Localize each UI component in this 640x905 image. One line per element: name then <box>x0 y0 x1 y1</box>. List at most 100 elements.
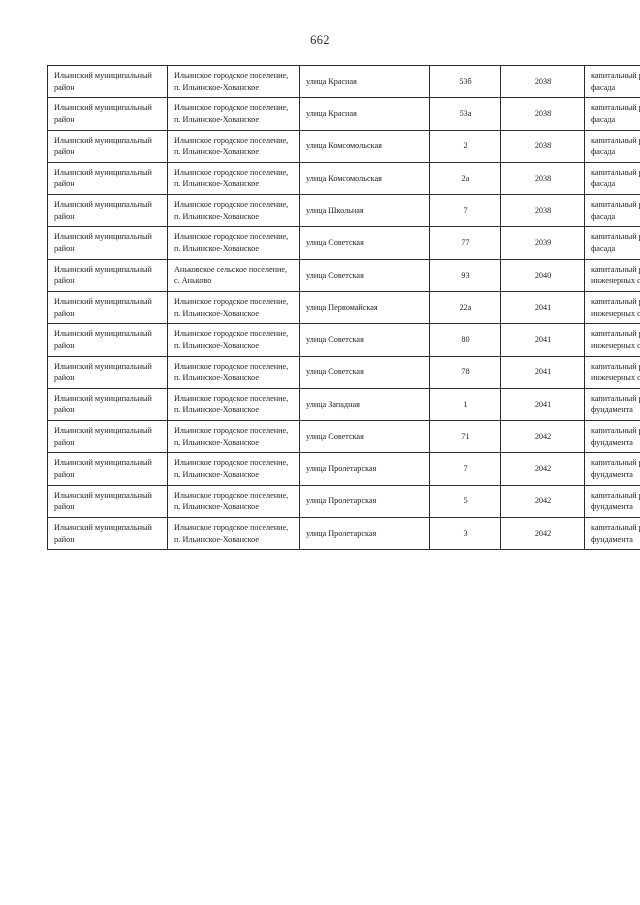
cell-district: Ильинский муниципальный район <box>47 516 168 551</box>
cell-street: улица Красная <box>299 97 430 131</box>
cell-settlement: Ильинское городское поселение, п. Ильинск… <box>167 64 300 99</box>
cell-work: капитальный ремонт инженерных сетей <box>584 290 640 325</box>
cell-work: капитальный ремонт инженерных сетей <box>584 258 640 292</box>
table-row: Ильинский муниципальный район Ильинское г… <box>47 64 640 99</box>
cell-house: 53б <box>429 64 501 99</box>
cell-work: капитальный ремонт фасада <box>584 129 640 163</box>
table-row: Ильинский муниципальный район Аньковское … <box>47 258 640 292</box>
cell-work: капитальный ремонт фундамента <box>584 516 640 551</box>
table-row: Ильинский муниципальный район Ильинское г… <box>47 194 640 228</box>
cell-work: капитальный ремонт фундамента <box>584 387 640 422</box>
cell-district: Ильинский муниципальный район <box>47 420 168 454</box>
cell-street: улица Советская <box>299 355 430 389</box>
cell-house: 78 <box>429 355 501 389</box>
cell-year: 2040 <box>500 258 585 292</box>
cell-year: 2041 <box>500 323 585 357</box>
table-row: Ильинский муниципальный район Ильинское г… <box>47 129 640 163</box>
table-row: Ильинский муниципальный район Ильинское г… <box>47 226 640 260</box>
cell-district: Ильинский муниципальный район <box>47 484 168 518</box>
cell-district: Ильинский муниципальный район <box>47 226 168 260</box>
cell-year: 2038 <box>500 129 585 163</box>
cell-district: Ильинский муниципальный район <box>47 290 168 325</box>
table-row: Ильинский муниципальный район Ильинское г… <box>47 516 640 551</box>
cell-house: 5 <box>429 484 501 518</box>
table-row: Ильинский муниципальный район Ильинское г… <box>47 290 640 325</box>
cell-district: Ильинский муниципальный район <box>47 355 168 389</box>
cell-work: капитальный ремонт фасада <box>584 161 640 196</box>
cell-settlement: Ильинское городское поселение, п. Ильинск… <box>167 484 300 518</box>
cell-settlement: Ильинское городское поселение, п. Ильинск… <box>167 387 300 422</box>
cell-house: 22а <box>429 290 501 325</box>
cell-street: улица Школьная <box>299 194 430 228</box>
cell-work: капитальный ремонт фундамента <box>584 452 640 486</box>
table-row: Ильинский муниципальный район Ильинское г… <box>47 484 640 518</box>
table-row: Ильинский муниципальный район Ильинское г… <box>47 387 640 422</box>
cell-settlement: Ильинское городское поселение, п. Ильинск… <box>167 452 300 486</box>
cell-year: 2041 <box>500 355 585 389</box>
table-row: Ильинский муниципальный район Ильинское г… <box>47 161 640 196</box>
cell-year: 2041 <box>500 290 585 325</box>
cell-work: капитальный ремонт инженерных сетей <box>584 323 640 357</box>
table-container: Ильинский муниципальный район Ильинское г… <box>47 64 640 551</box>
cell-settlement: Ильинское городское поселение, п. Ильинск… <box>167 161 300 196</box>
cell-year: 2042 <box>500 452 585 486</box>
cell-settlement: Ильинское городское поселение, п. Ильинск… <box>167 194 300 228</box>
cell-work: капитальный ремонт фундамента <box>584 420 640 454</box>
cell-street: улица Комсомольская <box>299 129 430 163</box>
cell-settlement: Ильинское городское поселение, п. Ильинск… <box>167 516 300 551</box>
cell-house: 3 <box>429 516 501 551</box>
cell-settlement: Ильинское городское поселение, п. Ильинск… <box>167 355 300 389</box>
cell-house: 71 <box>429 420 501 454</box>
cell-district: Ильинский муниципальный район <box>47 258 168 292</box>
cell-street: улица Советская <box>299 226 430 260</box>
cell-settlement: Ильинское городское поселение, п. Ильинск… <box>167 129 300 163</box>
cell-house: 93 <box>429 258 501 292</box>
table-row: Ильинский муниципальный район Ильинское г… <box>47 420 640 454</box>
cell-work: капитальный ремонт фасада <box>584 97 640 131</box>
cell-street: улица Пролетарская <box>299 452 430 486</box>
cell-settlement: Ильинское городское поселение, п. Ильинск… <box>167 420 300 454</box>
cell-street: улица Красная <box>299 64 430 99</box>
cell-house: 2 <box>429 129 501 163</box>
cell-work: капитальный ремонт фасада <box>584 226 640 260</box>
cell-house: 7 <box>429 194 501 228</box>
cell-street: улица Пролетарская <box>299 516 430 551</box>
cell-year: 2042 <box>500 420 585 454</box>
cell-street: улица Пролетарская <box>299 484 430 518</box>
table-row: Ильинский муниципальный район Ильинское г… <box>47 97 640 131</box>
cell-settlement: Ильинское городское поселение, п. Ильинск… <box>167 97 300 131</box>
cell-district: Ильинский муниципальный район <box>47 129 168 163</box>
cell-street: улица Первомайская <box>299 290 430 325</box>
cell-settlement: Ильинское городское поселение, п. Ильинск… <box>167 323 300 357</box>
cell-house: 1 <box>429 387 501 422</box>
cell-settlement: Аньковское сельское поселение, с. Аньков… <box>167 258 300 292</box>
cell-year: 2042 <box>500 484 585 518</box>
cell-work: капитальный ремонт фасада <box>584 194 640 228</box>
cell-house: 2а <box>429 161 501 196</box>
cell-district: Ильинский муниципальный район <box>47 387 168 422</box>
page-number: 662 <box>310 33 330 47</box>
cell-year: 2042 <box>500 516 585 551</box>
cell-settlement: Ильинское городское поселение, п. Ильинск… <box>167 290 300 325</box>
cell-district: Ильинский муниципальный район <box>47 97 168 131</box>
cell-house: 53а <box>429 97 501 131</box>
table-row: Ильинский муниципальный район Ильинское г… <box>47 323 640 357</box>
cell-year: 2038 <box>500 97 585 131</box>
cell-work: капитальный ремонт фасада <box>584 64 640 99</box>
cell-street: улица Западная <box>299 387 430 422</box>
table-body: Ильинский муниципальный район Ильинское г… <box>47 64 640 551</box>
cell-house: 77 <box>429 226 501 260</box>
table-row: Ильинский муниципальный район Ильинское г… <box>47 452 640 486</box>
cell-house: 7 <box>429 452 501 486</box>
table-row: Ильинский муниципальный район Ильинское г… <box>47 355 640 389</box>
cell-settlement: Ильинское городское поселение, п. Ильинск… <box>167 226 300 260</box>
cell-district: Ильинский муниципальный район <box>47 452 168 486</box>
cell-work: капитальный ремонт фундамента <box>584 484 640 518</box>
cell-year: 2038 <box>500 64 585 99</box>
cell-district: Ильинский муниципальный район <box>47 161 168 196</box>
cell-house: 80 <box>429 323 501 357</box>
cell-year: 2041 <box>500 387 585 422</box>
cell-district: Ильинский муниципальный район <box>47 323 168 357</box>
cell-street: улица Советская <box>299 420 430 454</box>
